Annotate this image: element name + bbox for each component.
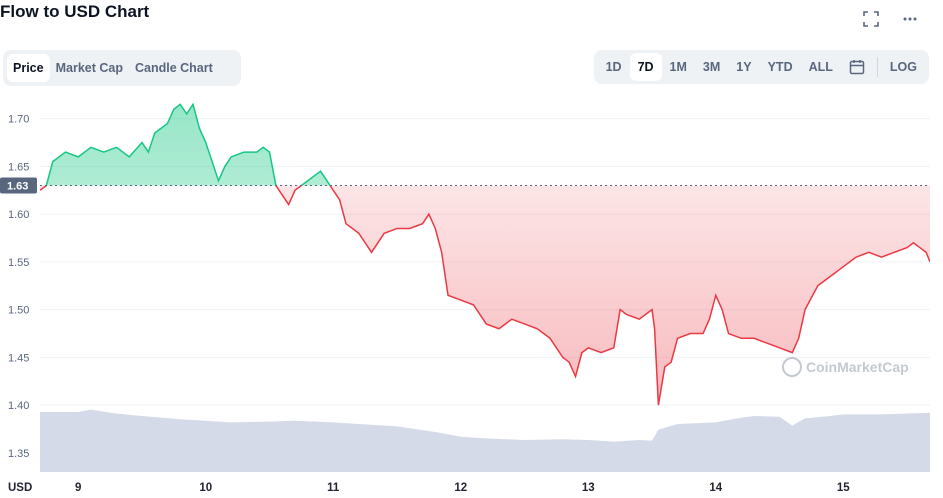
chart-type-tabs: Price Market Cap Candle Chart xyxy=(3,50,241,86)
price-line-up xyxy=(45,102,331,186)
expand-icon[interactable] xyxy=(860,8,882,30)
y-tick-label: 1.65 xyxy=(8,161,29,173)
tab-price[interactable]: Price xyxy=(7,54,50,82)
range-1y-button[interactable]: 1Y xyxy=(736,60,752,74)
reference-price-label: 1.63 xyxy=(7,181,28,193)
more-horizontal-icon[interactable] xyxy=(899,8,921,30)
range-3m-button[interactable]: 3M xyxy=(702,60,721,74)
x-tick-label: 14 xyxy=(709,482,722,494)
y-tick-label: 1.45 xyxy=(8,352,29,364)
y-tick-label: 1.55 xyxy=(8,257,29,269)
y-tick-label: 1.50 xyxy=(8,305,29,317)
range-1d-button[interactable]: 1D xyxy=(605,60,622,74)
y-tick-label: 1.60 xyxy=(8,209,29,221)
range-1m-button[interactable]: 1M xyxy=(669,60,687,74)
tab-market-cap[interactable]: Market Cap xyxy=(55,61,123,75)
watermark: CoinMarketCap xyxy=(782,357,909,377)
range-divider xyxy=(876,57,878,77)
y-tick-label: 1.70 xyxy=(8,114,29,126)
watermark-text: CoinMarketCap xyxy=(806,359,909,375)
y-tick-label: 1.40 xyxy=(8,400,29,412)
x-tick-label: 11 xyxy=(327,482,340,494)
x-tick-label: 12 xyxy=(454,482,467,494)
calendar-icon[interactable] xyxy=(841,53,873,81)
volume-area xyxy=(40,409,930,472)
reference-badge xyxy=(0,177,37,194)
currency-label: USD xyxy=(8,482,32,494)
range-ytd-button[interactable]: YTD xyxy=(767,60,793,74)
x-tick-label: 9 xyxy=(75,482,81,494)
range-all-button[interactable]: ALL xyxy=(808,60,833,74)
x-tick-label: 15 xyxy=(837,482,850,494)
x-tick-label: 13 xyxy=(582,482,595,494)
watermark-logo-icon xyxy=(782,357,802,377)
y-tick-label: 1.35 xyxy=(8,448,29,460)
x-tick-label: 10 xyxy=(199,482,212,494)
price-area-down xyxy=(40,185,930,406)
page-title: Flow to USD Chart xyxy=(0,2,150,21)
price-line-down xyxy=(40,185,930,406)
price-area-up xyxy=(40,104,930,186)
range-selector: 1D 7D 1M 3M 1Y YTD ALL LOG xyxy=(593,50,929,84)
range-7d-button[interactable]: 7D xyxy=(629,53,662,81)
tab-candle-chart[interactable]: Candle Chart xyxy=(134,61,213,75)
log-scale-button[interactable]: LOG xyxy=(889,60,917,74)
